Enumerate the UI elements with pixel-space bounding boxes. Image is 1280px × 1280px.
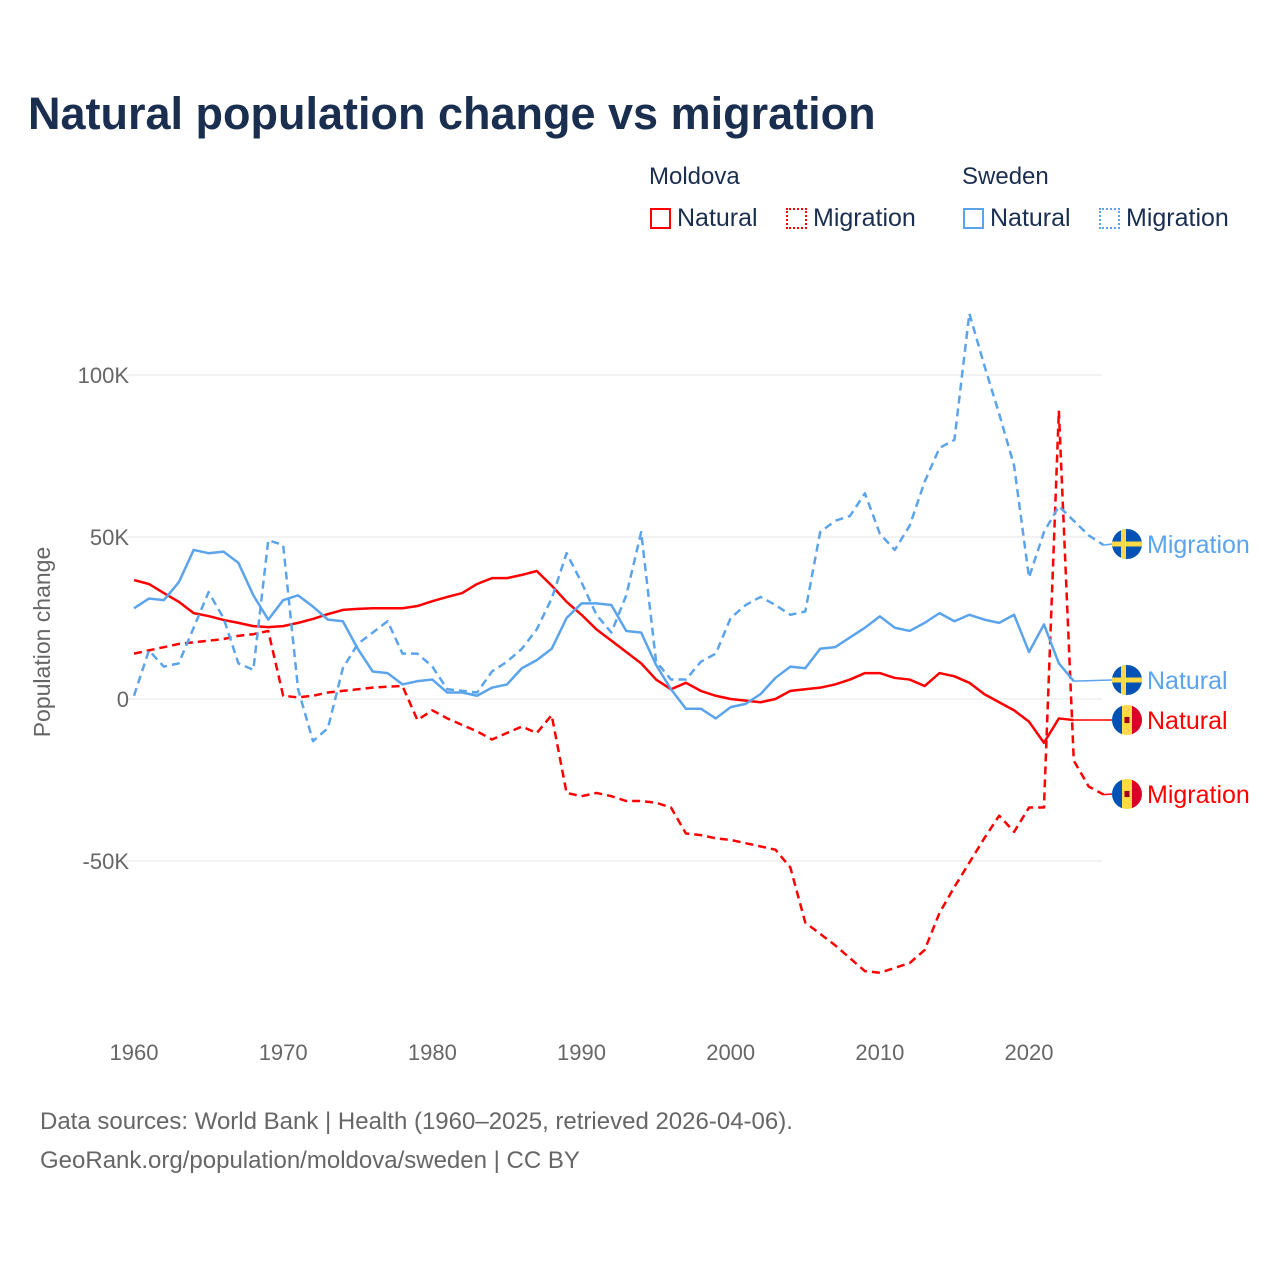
flag-body: [1112, 529, 1142, 559]
flag-cross-h: [1112, 541, 1142, 547]
x-tick-label: 1960: [110, 1040, 159, 1065]
x-tick-label: 1990: [557, 1040, 606, 1065]
legend-moldova-migration[interactable]: Migration: [786, 204, 916, 233]
legend-label: Natural: [990, 204, 1071, 232]
legend-label: Migration: [1126, 204, 1229, 232]
legend-label: Natural: [677, 204, 758, 232]
flag-emblem: [1124, 791, 1130, 797]
legend-sweden-migration[interactable]: Migration: [1099, 204, 1229, 233]
legend-moldova-natural[interactable]: Natural: [650, 204, 758, 233]
legend-group-moldova: Moldova: [649, 163, 740, 190]
flag-stripe-blue: [1112, 779, 1122, 809]
sweden-flag-icon: [1112, 529, 1142, 559]
y-tick-label: 0: [117, 687, 129, 712]
legend-sweden-natural[interactable]: Natural: [963, 204, 1071, 233]
flag-body: [1112, 665, 1142, 695]
x-tick-label: 1970: [259, 1040, 308, 1065]
label-connector: [1103, 793, 1113, 796]
series-end-label: Natural: [1147, 667, 1228, 695]
legend-group-sweden: Sweden: [962, 163, 1049, 190]
source-note: Data sources: World Bank | Health (1960–…: [40, 1108, 793, 1135]
x-tick-label: 2000: [706, 1040, 755, 1065]
flag-body: [1112, 705, 1142, 735]
flag-stripe-red: [1132, 779, 1142, 809]
flag-cross-h: [1112, 677, 1142, 683]
legend-label: Migration: [813, 204, 916, 232]
chart-title: Natural population change vs migration: [28, 88, 876, 139]
x-tick-label: 2020: [1005, 1040, 1054, 1065]
legend-swatch-dotted: [1099, 208, 1120, 229]
flag-cross-v: [1121, 665, 1126, 695]
y-tick-label: -50K: [83, 849, 130, 874]
series-end-label: Migration: [1147, 531, 1250, 559]
y-axis-label: Population change: [29, 547, 55, 738]
label-connector: [1073, 679, 1113, 682]
label-connector: [1103, 543, 1113, 546]
legend-swatch-solid: [963, 208, 984, 229]
x-tick-label: 1980: [408, 1040, 457, 1065]
legend-swatch-solid: [650, 208, 671, 229]
legend-swatch-dotted: [786, 208, 807, 229]
series-line-sweden-natural: [133, 548, 1075, 720]
series-line-moldova-migration: [133, 409, 1105, 975]
source-url[interactable]: GeoRank.org/population/moldova/sweden | …: [40, 1147, 580, 1174]
x-tick-label: 2010: [855, 1040, 904, 1065]
flag-stripe-blue: [1112, 705, 1122, 735]
series-line-sweden-migration: [132, 312, 1105, 743]
y-tick-label: 50K: [90, 525, 129, 550]
flag-body: [1112, 779, 1142, 809]
flag-cross-v: [1121, 529, 1126, 559]
flag-stripe-red: [1132, 705, 1142, 735]
flag-emblem: [1124, 717, 1130, 723]
series-end-label: Migration: [1147, 781, 1250, 809]
y-tick-label: 100K: [78, 363, 130, 388]
series-end-label: Natural: [1147, 707, 1228, 735]
sweden-flag-icon: [1112, 665, 1142, 695]
moldova-flag-icon: [1112, 705, 1142, 735]
moldova-flag-icon: [1112, 779, 1142, 809]
